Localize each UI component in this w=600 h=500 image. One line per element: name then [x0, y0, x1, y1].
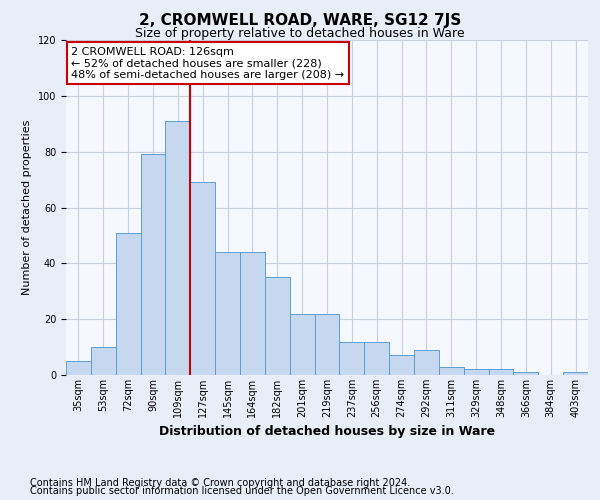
Bar — [215, 252, 240, 375]
Bar — [563, 372, 588, 375]
Bar — [240, 252, 265, 375]
Bar — [91, 347, 116, 375]
Text: Size of property relative to detached houses in Ware: Size of property relative to detached ho… — [135, 28, 465, 40]
Text: Contains public sector information licensed under the Open Government Licence v3: Contains public sector information licen… — [30, 486, 454, 496]
Text: Contains HM Land Registry data © Crown copyright and database right 2024.: Contains HM Land Registry data © Crown c… — [30, 478, 410, 488]
Bar — [439, 366, 464, 375]
Bar — [340, 342, 364, 375]
Text: 2, CROMWELL ROAD, WARE, SG12 7JS: 2, CROMWELL ROAD, WARE, SG12 7JS — [139, 12, 461, 28]
Y-axis label: Number of detached properties: Number of detached properties — [22, 120, 32, 295]
Bar — [290, 314, 314, 375]
Bar — [364, 342, 389, 375]
Bar — [464, 370, 488, 375]
Bar — [116, 232, 140, 375]
Bar — [514, 372, 538, 375]
Bar — [140, 154, 166, 375]
X-axis label: Distribution of detached houses by size in Ware: Distribution of detached houses by size … — [159, 426, 495, 438]
Bar — [389, 356, 414, 375]
Bar — [166, 121, 190, 375]
Bar — [190, 182, 215, 375]
Bar — [66, 361, 91, 375]
Bar — [314, 314, 340, 375]
Text: 2 CROMWELL ROAD: 126sqm
← 52% of detached houses are smaller (228)
48% of semi-d: 2 CROMWELL ROAD: 126sqm ← 52% of detache… — [71, 46, 344, 80]
Bar — [265, 278, 290, 375]
Bar — [414, 350, 439, 375]
Bar — [488, 370, 514, 375]
